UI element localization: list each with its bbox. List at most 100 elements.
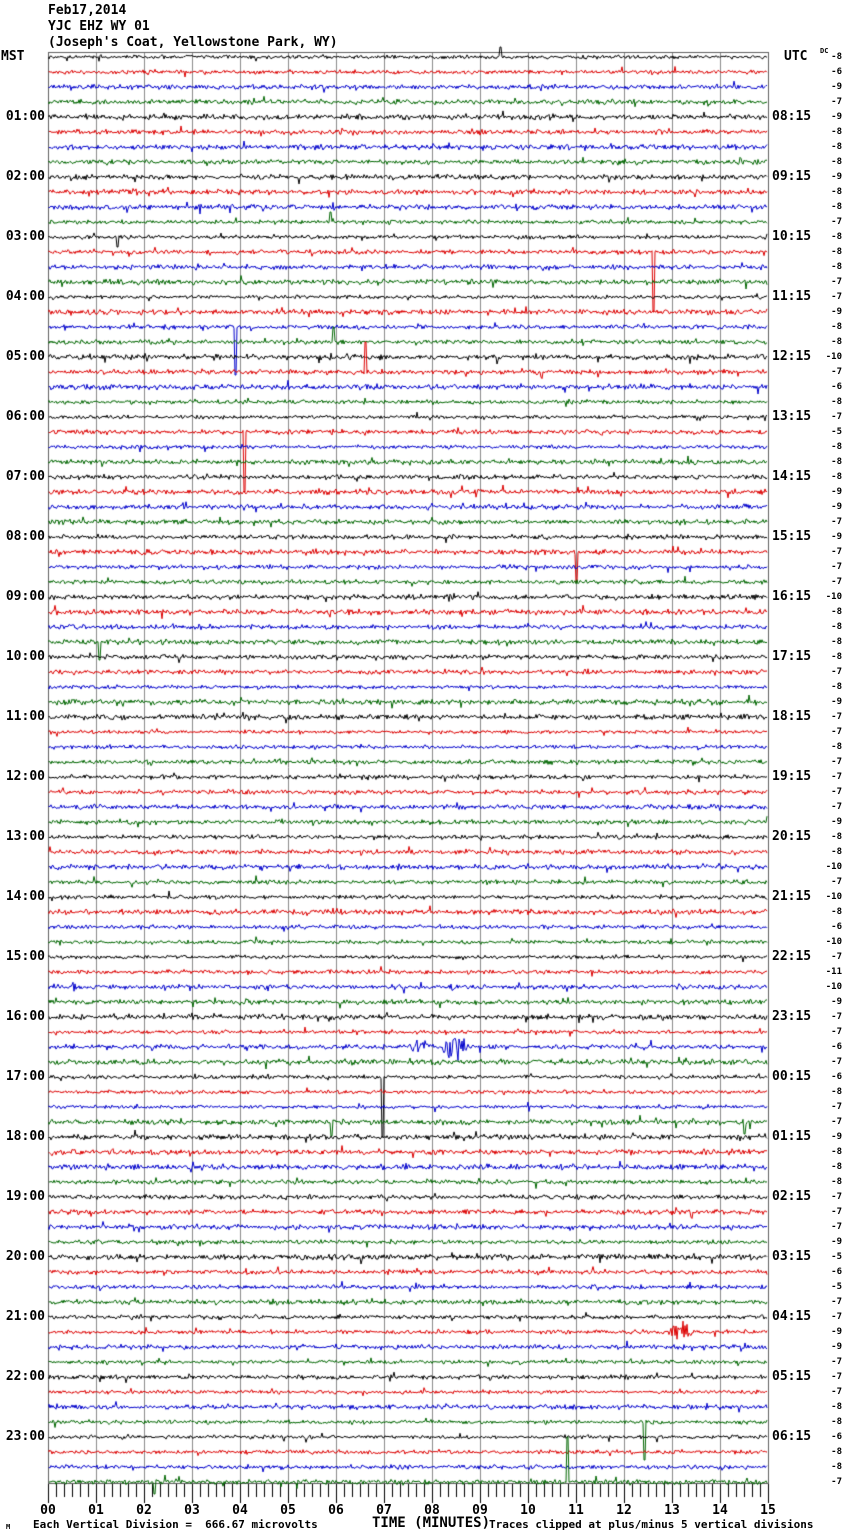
dc-offset-value: -9 (831, 172, 842, 182)
dc-offset-value: -10 (825, 892, 842, 902)
dc-offset-value: -9 (831, 502, 842, 512)
dc-offset-value: -8 (831, 907, 842, 917)
dc-offset-value: -5 (831, 427, 842, 437)
dc-offset-value: -7 (831, 1372, 842, 1382)
dc-offset-value: -6 (831, 1432, 842, 1442)
dc-offset-value: -7 (831, 1012, 842, 1022)
dc-offset-value: -8 (831, 202, 842, 212)
utc-hour-label: 09:15 (772, 169, 812, 184)
dc-offset-value: -8 (831, 337, 842, 347)
dc-offset-value: -8 (831, 1162, 842, 1172)
x-axis-tick-label: 11 (568, 1503, 584, 1518)
utc-hour-label: 02:15 (772, 1189, 812, 1204)
station-location: (Joseph's Coat, Yellowstone Park, WY) (48, 35, 338, 50)
dc-offset-value: -7 (831, 562, 842, 572)
mst-hour-label: 10:00 (5, 649, 45, 664)
dc-offset-value: -8 (831, 472, 842, 482)
x-axis-title: TIME (MINUTES) (372, 1515, 491, 1531)
dc-offset-value: -9 (831, 1132, 842, 1142)
dc-offset-value: -8 (831, 742, 842, 752)
dc-offset-value: -7 (831, 877, 842, 887)
utc-hour-label: 08:15 (772, 109, 812, 124)
dc-offset-value: -6 (831, 1267, 842, 1277)
dc-offset-value: -7 (831, 1357, 842, 1367)
utc-hour-label: 23:15 (772, 1009, 812, 1024)
dc-offset-value: -6 (831, 922, 842, 932)
dc-offset-value: -10 (825, 937, 842, 947)
dc-offset-value: -7 (831, 217, 842, 227)
mst-hour-label: 23:00 (5, 1429, 45, 1444)
utc-hour-label: 10:15 (772, 229, 812, 244)
x-axis-tick-label: 06 (328, 1503, 344, 1518)
dc-offset-value: -7 (831, 367, 842, 377)
dc-offset-value: -7 (831, 412, 842, 422)
dc-offset-value: -7 (831, 292, 842, 302)
dc-offset-value: -6 (831, 1072, 842, 1082)
utc-hour-label: 17:15 (772, 649, 812, 664)
utc-hour-label: 11:15 (772, 289, 812, 304)
dc-offset-value: -8 (831, 187, 842, 197)
x-axis-tick-label: 13 (664, 1503, 680, 1518)
dc-offset-value: -8 (831, 607, 842, 617)
dc-offset-value: -10 (825, 592, 842, 602)
mst-hour-label: 06:00 (5, 409, 45, 424)
corner-mark: M (6, 1523, 11, 1531)
dc-offset-value: -8 (831, 1462, 842, 1472)
dc-offset-value: -10 (825, 982, 842, 992)
dc-offset-value: -8 (831, 1087, 842, 1097)
dc-offset-value: -7 (831, 787, 842, 797)
x-axis-tick-label: 07 (376, 1503, 392, 1518)
dc-offset-value: -8 (831, 142, 842, 152)
mst-hour-label: 14:00 (5, 889, 45, 904)
mst-hour-label: 19:00 (5, 1189, 45, 1204)
mst-hour-label: 18:00 (5, 1129, 45, 1144)
record-date: Feb17,2014 (48, 3, 127, 18)
station-code: YJC EHZ WY 01 (48, 19, 150, 34)
utc-hour-label: 06:15 (772, 1429, 812, 1444)
utc-hour-label: 16:15 (772, 589, 812, 604)
utc-hour-label: 14:15 (772, 469, 812, 484)
dc-offset-value: -8 (831, 322, 842, 332)
dc-offset-value: -7 (831, 1192, 842, 1202)
x-axis-tick-label: 03 (184, 1503, 200, 1518)
mst-hour-label: 07:00 (5, 469, 45, 484)
mst-hour-label: 20:00 (5, 1249, 45, 1264)
utc-hour-label: 01:15 (772, 1129, 812, 1144)
dc-offset-value: -10 (825, 862, 842, 872)
mst-hour-label: 22:00 (5, 1369, 45, 1384)
x-axis-tick-label: 09 (472, 1503, 488, 1518)
dc-offset-value: -7 (831, 712, 842, 722)
dc-offset-value: -8 (831, 1177, 842, 1187)
dc-offset-value: -9 (831, 487, 842, 497)
dc-offset-value: -9 (831, 997, 842, 1007)
dc-offset-value: -8 (831, 652, 842, 662)
x-axis-tick-label: 15 (760, 1503, 776, 1518)
mst-hour-label: 01:00 (5, 109, 45, 124)
dc-offset-value: -9 (831, 82, 842, 92)
utc-hour-label: 04:15 (772, 1309, 812, 1324)
dc-offset-value: -6 (831, 382, 842, 392)
x-axis-tick-label: 04 (232, 1503, 248, 1518)
utc-hour-label: 05:15 (772, 1369, 812, 1384)
x-axis-tick-label: 02 (136, 1503, 152, 1518)
dc-offset-value: -8 (831, 682, 842, 692)
dc-offset-value: -7 (831, 1297, 842, 1307)
utc-hour-label: 00:15 (772, 1069, 812, 1084)
dc-offset-value: -8 (831, 1447, 842, 1457)
mst-hour-label: 05:00 (5, 349, 45, 364)
utc-hour-label: 15:15 (772, 529, 812, 544)
dc-offset-value: -8 (831, 1417, 842, 1427)
dc-offset-value: -10 (825, 352, 842, 362)
x-axis-tick-label: 12 (616, 1503, 632, 1518)
mst-hour-label: 03:00 (5, 229, 45, 244)
mst-hour-label: 12:00 (5, 769, 45, 784)
x-axis-tick-label: 05 (280, 1503, 296, 1518)
utc-hour-label: 18:15 (772, 709, 812, 724)
dc-offset-value: -8 (831, 262, 842, 272)
scale-note: Each Vertical Division = 666.67 microvol… (33, 1518, 318, 1531)
dc-offset-value: -8 (831, 1147, 842, 1157)
dc-offset-value: -11 (825, 967, 842, 977)
dc-offset-value: -8 (831, 442, 842, 452)
